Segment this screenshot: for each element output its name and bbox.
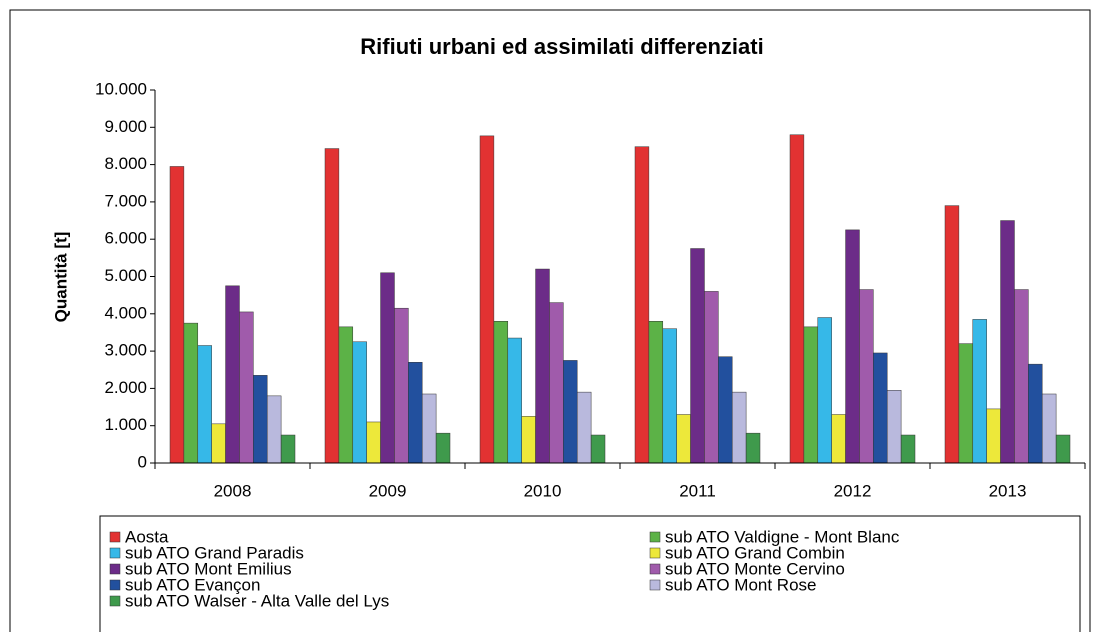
y-tick-label: 2.000 — [104, 378, 147, 397]
y-tick-label: 6.000 — [104, 229, 147, 248]
legend-swatch — [649, 563, 661, 575]
bar — [253, 375, 268, 464]
bar — [549, 302, 564, 464]
legend-label: sub ATO Grand Paradis — [125, 543, 304, 562]
bar — [1055, 434, 1071, 464]
legend-swatch — [109, 531, 121, 543]
bar — [986, 408, 1001, 464]
bar — [211, 423, 226, 464]
legend-swatch — [109, 563, 121, 575]
bar — [280, 434, 296, 464]
legend-label: sub ATO Evançon — [125, 575, 260, 594]
y-tick-label: 9.000 — [104, 117, 147, 136]
legend-swatch — [109, 579, 121, 591]
legend-label: sub ATO Valdigne - Mont Blanc — [665, 527, 900, 546]
legend — [99, 515, 1081, 632]
x-tick-label: 2011 — [679, 481, 716, 500]
bar — [1014, 289, 1029, 464]
bar — [731, 391, 747, 464]
bar — [435, 432, 451, 464]
bar — [676, 414, 691, 464]
bar — [944, 205, 960, 464]
bar — [859, 289, 874, 464]
bar — [745, 432, 761, 464]
legend-swatch — [109, 547, 121, 559]
bar — [590, 434, 606, 464]
bar — [239, 311, 254, 464]
bar — [886, 390, 902, 464]
bar — [493, 321, 509, 464]
y-tick-label: 5.000 — [104, 266, 147, 285]
bar — [958, 343, 974, 464]
bar — [634, 146, 650, 464]
bar — [817, 317, 832, 464]
bar — [408, 362, 423, 464]
legend-swatch — [649, 547, 661, 559]
legend-swatch — [649, 531, 661, 543]
y-tick-label: 1.000 — [104, 415, 147, 434]
bar — [169, 166, 185, 464]
bar — [225, 285, 240, 464]
y-tick-label: 4.000 — [104, 303, 147, 322]
legend-swatch — [109, 595, 121, 607]
bar — [1041, 393, 1057, 464]
legend-label: sub ATO Walser - Alta Valle del Lys — [125, 591, 389, 610]
x-tick-label: 2009 — [369, 481, 407, 500]
bar — [266, 395, 282, 464]
bar — [366, 421, 381, 464]
y-tick-label: 7.000 — [104, 191, 147, 210]
legend-label: sub ATO Mont Emilius — [125, 559, 292, 578]
bar — [507, 337, 522, 464]
bar — [352, 341, 367, 464]
bar — [900, 434, 916, 464]
x-tick-label: 2008 — [214, 481, 252, 500]
bar — [576, 391, 592, 464]
bar — [1000, 220, 1015, 464]
x-tick-label: 2013 — [989, 481, 1027, 500]
legend-label: sub ATO Mont Rose — [665, 575, 817, 594]
bar — [1028, 363, 1043, 464]
x-tick-label: 2010 — [524, 481, 562, 500]
x-tick-label: 2012 — [834, 481, 872, 500]
bar — [197, 345, 212, 464]
bar — [648, 321, 664, 464]
bar — [662, 328, 677, 464]
bar — [789, 134, 805, 464]
bar — [421, 393, 437, 464]
bar — [563, 360, 578, 464]
y-tick-label: 8.000 — [104, 154, 147, 173]
bar — [521, 416, 536, 464]
bar — [324, 148, 340, 464]
bar — [718, 356, 733, 464]
y-tick-label: 10.000 — [95, 79, 147, 98]
bar — [972, 319, 987, 464]
legend-label: Aosta — [125, 527, 169, 546]
bar — [380, 272, 395, 464]
legend-label: sub ATO Grand Combin — [665, 543, 845, 562]
bar — [803, 326, 819, 464]
bar — [338, 326, 354, 464]
bar — [873, 352, 888, 464]
legend-swatch — [649, 579, 661, 591]
bar — [831, 414, 846, 464]
bar — [183, 322, 199, 464]
y-axis-label: Quantità [t] — [51, 232, 70, 323]
chart-title: Rifiuti urbani ed assimilati differenzia… — [360, 34, 763, 59]
bar — [535, 268, 550, 464]
bar — [845, 229, 860, 464]
y-tick-label: 3.000 — [104, 341, 147, 360]
bar — [690, 248, 705, 464]
bar — [704, 291, 719, 464]
bar — [479, 135, 495, 464]
y-tick-label: 0 — [138, 452, 147, 471]
bar — [394, 307, 409, 464]
legend-label: sub ATO Monte Cervino — [665, 559, 845, 578]
